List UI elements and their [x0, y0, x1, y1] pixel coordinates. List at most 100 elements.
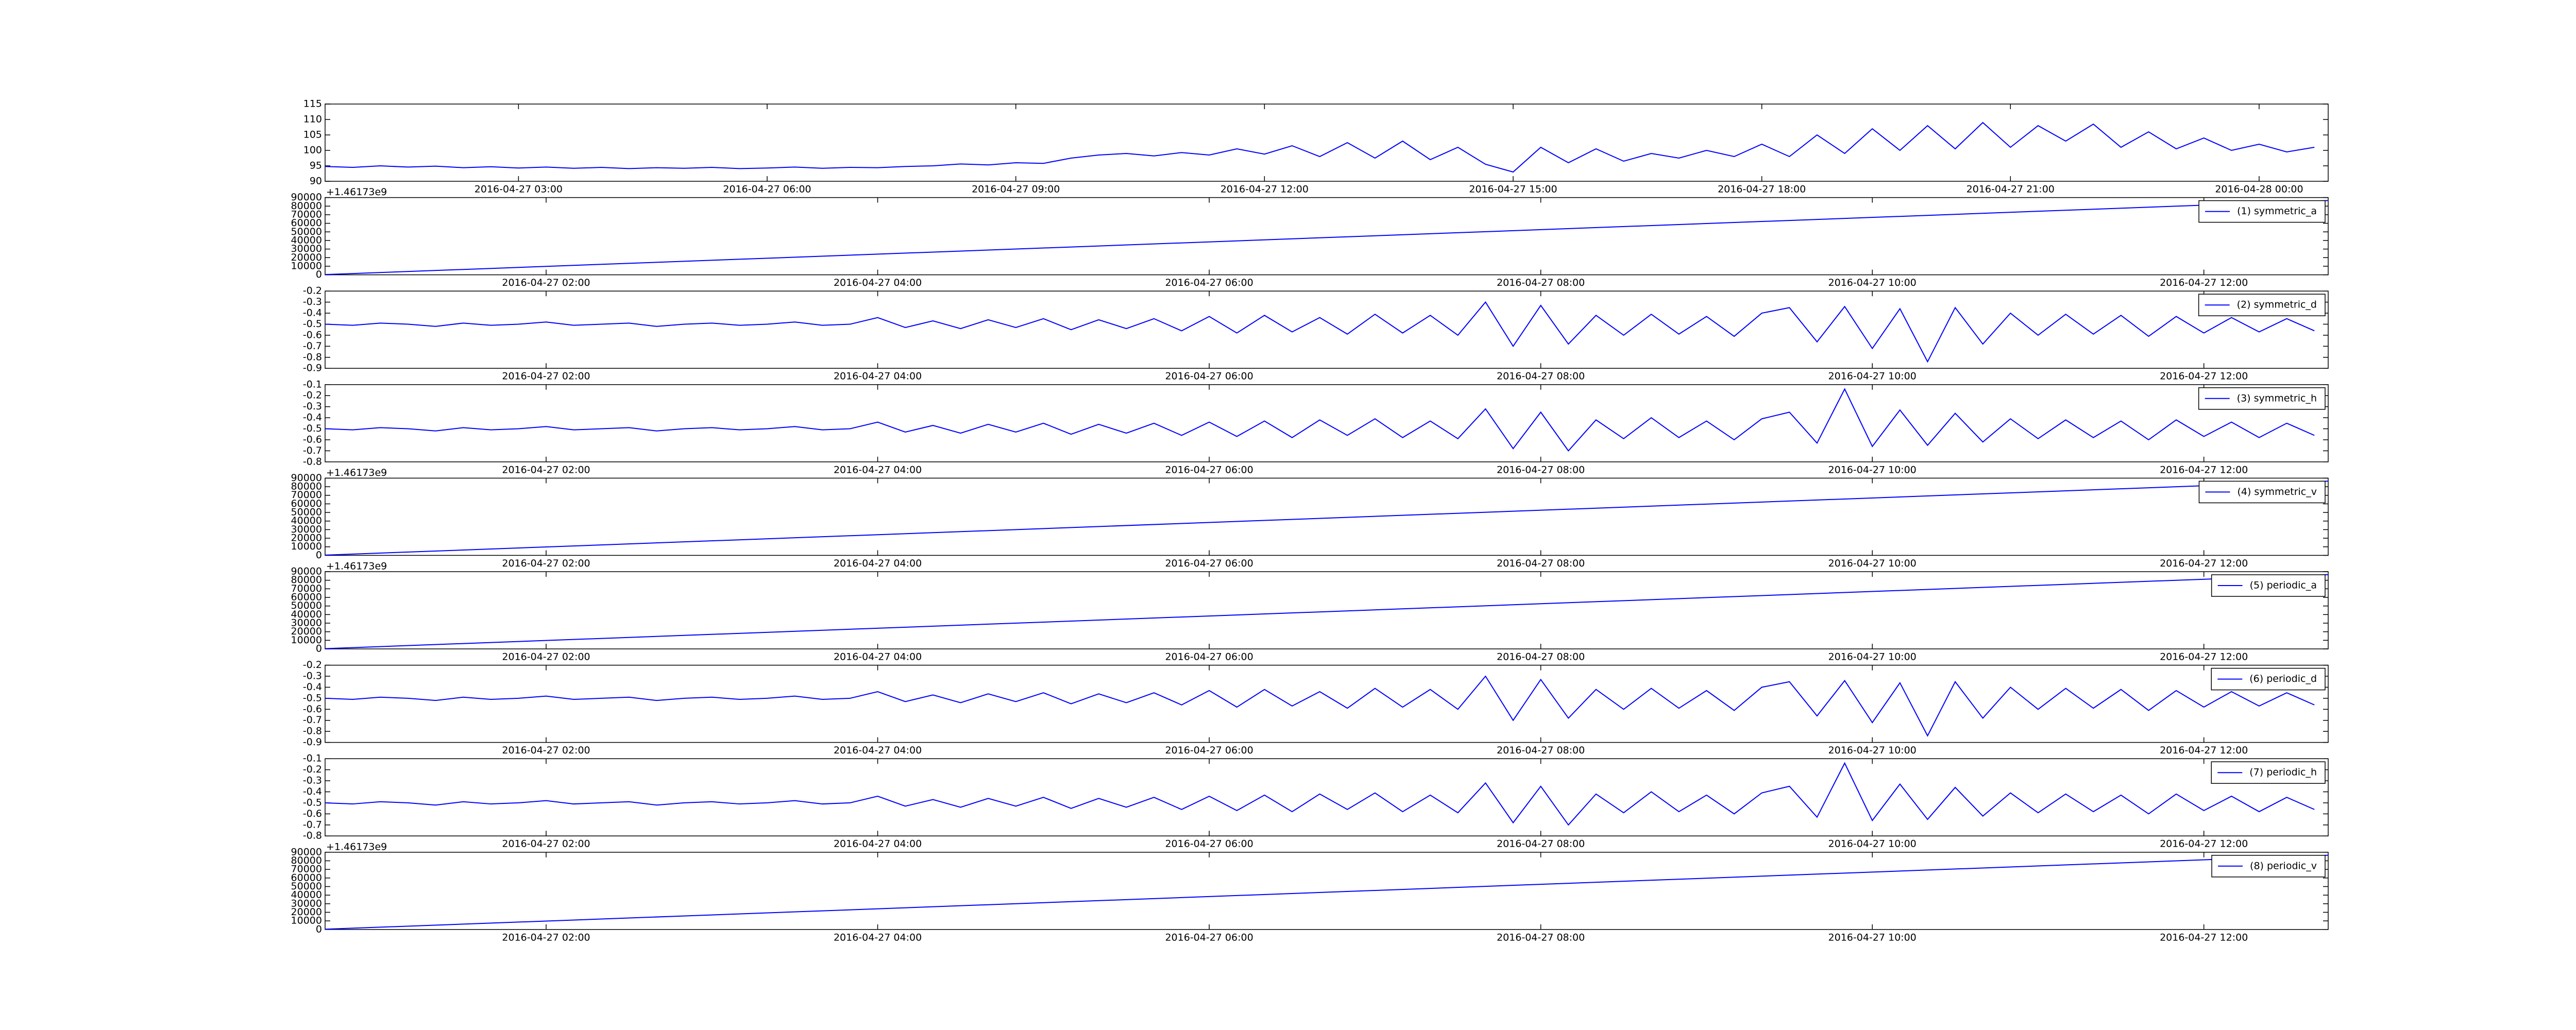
y-tick-label: -0.8: [303, 456, 322, 467]
x-tick-label: 2016-04-27 12:00: [2160, 277, 2248, 288]
x-tick-label: 2016-04-27 12:00: [2160, 371, 2248, 382]
x-tick-label: 2016-04-27 18:00: [1718, 184, 1806, 195]
series-line: [325, 675, 2315, 737]
y-tick-label: 80000: [291, 200, 322, 212]
y-tick-label: 70000: [291, 583, 322, 594]
y-tick-label: 60000: [291, 592, 322, 603]
legend-label: (4) symmetric_v: [2237, 486, 2317, 497]
x-tick-label: 2016-04-27 04:00: [834, 932, 922, 943]
x-tick-label: 2016-04-27 06:00: [1165, 464, 1253, 475]
series-line: [325, 762, 2315, 826]
axes-frame: [325, 104, 2329, 182]
y-tick-label: 40000: [291, 515, 322, 526]
y-tick-label: 30000: [291, 243, 322, 254]
x-tick-label: 2016-04-27 02:00: [502, 558, 590, 569]
y-tick-label: 20000: [291, 906, 322, 918]
legend-label: (1) symmetric_a: [2237, 205, 2317, 217]
y-tick-label: 40000: [291, 609, 322, 620]
x-tick-label: 2016-04-27 06:00: [1165, 838, 1253, 850]
x-tick-label: 2016-04-27 08:00: [1497, 371, 1585, 382]
y-tick-label: 50000: [291, 600, 322, 611]
x-tick-label: 2016-04-27 12:00: [1221, 184, 1309, 195]
y-tick-label: 50000: [291, 226, 322, 237]
y-tick-label: 105: [303, 129, 322, 141]
subplot: 0100002000030000400005000060000700008000…: [291, 561, 2329, 663]
y-tick-label: 30000: [291, 524, 322, 535]
subplot: -0.8-0.7-0.6-0.5-0.4-0.3-0.2-0.1 2016-04-…: [303, 379, 2329, 475]
x-tick-label: 2016-04-27 08:00: [1497, 277, 1585, 288]
y-tick-label: 50000: [291, 881, 322, 892]
y-tick-label: -0.4: [303, 786, 322, 797]
y-tick-label: 95: [310, 160, 322, 171]
x-tick-label: 2016-04-27 08:00: [1497, 558, 1585, 569]
x-tick-label: 2016-04-27 15:00: [1469, 184, 1557, 195]
y-tick-label: -0.8: [303, 830, 322, 842]
y-tick-label: 60000: [291, 872, 322, 883]
y-tick-label: 0: [316, 643, 322, 655]
x-tick-label: 2016-04-27 10:00: [1828, 838, 1917, 850]
x-tick-label: 2016-04-27 06:00: [1165, 558, 1253, 569]
x-tick-label: 2016-04-27 04:00: [834, 651, 922, 663]
y-tick-label: 10000: [291, 260, 322, 271]
y-tick-label: -0.8: [303, 351, 322, 363]
series-line: [325, 200, 2329, 276]
subplot: 0100002000030000400005000060000700008000…: [291, 186, 2329, 288]
series-line: [325, 301, 2315, 363]
subplot: 0100002000030000400005000060000700008000…: [291, 841, 2329, 943]
x-tick-label: 2016-04-27 10:00: [1828, 277, 1917, 288]
y-tick-label: -0.2: [303, 285, 322, 297]
subplot: 90 95 100 105 110 115 2016-04-27 03:00 2016-04-…: [303, 98, 2329, 195]
y-tick-label: 80000: [291, 574, 322, 586]
x-tick-label: 2016-04-27 02:00: [502, 464, 590, 475]
x-tick-label: 2016-04-27 10:00: [1828, 651, 1917, 663]
y-tick-label: -0.7: [303, 714, 322, 726]
x-tick-label: 2016-04-27 08:00: [1497, 838, 1585, 850]
legend-label: (3) symmetric_h: [2237, 392, 2317, 404]
y-tick-label: -0.6: [303, 808, 322, 819]
x-tick-label: 2016-04-27 02:00: [502, 651, 590, 663]
x-tick-label: 2016-04-27 06:00: [723, 184, 811, 195]
x-tick-label: 2016-04-27 06:00: [1165, 651, 1253, 663]
y-tick-label: -0.9: [303, 736, 322, 748]
axes-frame: [325, 664, 2329, 743]
x-tick-label: 2016-04-27 08:00: [1497, 932, 1585, 943]
y-tick-label: 90000: [291, 566, 322, 577]
x-tick-label: 2016-04-27 04:00: [834, 838, 922, 850]
x-tick-label: 2016-04-27 06:00: [1165, 932, 1253, 943]
legend: (4) symmetric_v: [2198, 480, 2326, 504]
y-tick-label: 50000: [291, 507, 322, 518]
x-tick-label: 2016-04-27 02:00: [502, 277, 590, 288]
x-tick-label: 2016-04-27 04:00: [834, 558, 922, 569]
y-tick-label: -0.2: [303, 764, 322, 775]
x-tick-label: 2016-04-27 12:00: [2160, 464, 2248, 475]
x-tick-label: 2016-04-27 03:00: [474, 184, 563, 195]
y-tick-label: 20000: [291, 252, 322, 263]
x-tick-label: 2016-04-27 02:00: [502, 745, 590, 756]
y-tick-label: 80000: [291, 481, 322, 492]
legend: (2) symmetric_d: [2198, 294, 2326, 316]
legend-label: (5) periodic_a: [2250, 580, 2317, 591]
series-line: [325, 480, 2329, 556]
legend-label: (7) periodic_h: [2249, 767, 2317, 778]
y-tick-label: -0.1: [303, 753, 322, 764]
series-line: [325, 122, 2315, 173]
y-tick-label: -0.5: [303, 423, 322, 434]
offset-text: +1.46173e9: [326, 841, 387, 852]
y-tick-label: 60000: [291, 217, 322, 229]
legend: (7) periodic_h: [2211, 761, 2326, 784]
y-tick-label: -0.3: [303, 296, 322, 307]
y-tick-label: 40000: [291, 234, 322, 246]
y-tick-label: -0.3: [303, 671, 322, 682]
subplot: 0100002000030000400005000060000700008000…: [291, 467, 2329, 569]
y-tick-label: -0.7: [303, 445, 322, 456]
y-tick-label: -0.6: [303, 329, 322, 340]
y-tick-label: 10000: [291, 915, 322, 926]
y-tick-label: -0.5: [303, 797, 322, 808]
x-tick-label: 2016-04-27 02:00: [502, 932, 590, 943]
x-tick-label: 2016-04-27 10:00: [1828, 371, 1917, 382]
legend: (6) periodic_d: [2211, 667, 2326, 691]
y-tick-label: 90000: [291, 472, 322, 484]
x-tick-label: 2016-04-27 12:00: [2160, 745, 2248, 756]
y-tick-label: 70000: [291, 209, 322, 220]
y-tick-label: -0.7: [303, 340, 322, 352]
